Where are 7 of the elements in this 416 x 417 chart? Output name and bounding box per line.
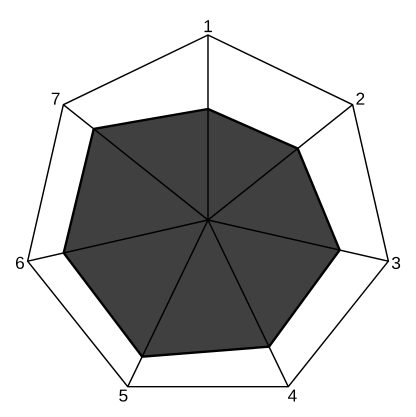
spoke-label: 6 [16, 256, 24, 269]
spoke-label: 5 [119, 390, 128, 402]
spoke-label: 1 [204, 20, 212, 32]
spoke-label: 4 [288, 390, 297, 402]
spoke-label: 3 [392, 256, 400, 270]
spoke-label: 7 [52, 92, 60, 105]
spoke-label: 2 [356, 92, 364, 105]
